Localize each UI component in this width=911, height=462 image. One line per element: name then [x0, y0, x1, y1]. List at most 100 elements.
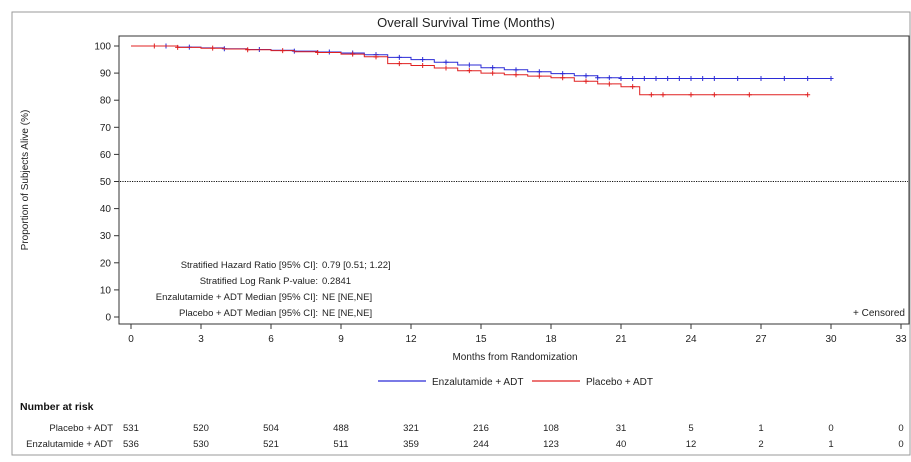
risk-table: Number at risk Placebo + ADT 531 520 504 488 3…: [20, 401, 904, 450]
x-tick-label: 18: [545, 334, 557, 345]
censored-mark: [758, 76, 764, 82]
risk-cell: 488: [333, 423, 349, 434]
x-tick-label: 6: [268, 334, 274, 345]
censored-mark: [583, 73, 589, 79]
annotation-block: Stratified Hazard Ratio [95% CI]: 0.79 [0…: [156, 260, 391, 319]
y-tick-label: 100: [94, 42, 111, 53]
risk-cell: 511: [333, 439, 348, 450]
y-tick-label: 20: [100, 258, 112, 269]
legend-label-1: Placebo + ADT: [586, 377, 653, 388]
censored-mark: [630, 76, 636, 82]
censored-mark: [595, 75, 601, 81]
stat-label: Enzalutamide + ADT Median [95% CI]:: [156, 292, 318, 303]
censored-mark: [606, 75, 612, 81]
x-tick-label: 27: [755, 334, 767, 345]
censored-mark: [513, 72, 519, 78]
censored-mark: [688, 92, 694, 98]
censored-mark: [443, 59, 449, 65]
censored-mark: [315, 50, 321, 56]
censored-mark: [805, 92, 811, 98]
risk-cell: 359: [403, 439, 419, 450]
censored-mark: [151, 43, 157, 49]
risk-cell: 521: [263, 439, 279, 450]
censored-mark: [396, 61, 402, 67]
y-tick-label: 50: [100, 177, 112, 188]
risk-cell: 216: [473, 423, 489, 434]
risk-cell: 40: [616, 439, 627, 450]
risk-cell: 0: [898, 439, 903, 450]
risk-cell: 108: [543, 423, 559, 434]
risk-cell: 504: [263, 423, 279, 434]
risk-cell: 2: [758, 439, 763, 450]
x-tick-label: 21: [615, 334, 627, 345]
risk-cell: 1: [828, 439, 833, 450]
risk-cell: 12: [686, 439, 697, 450]
censored-mark: [560, 75, 566, 81]
censored-legend: + Censored: [853, 308, 905, 319]
censored-mark: [665, 76, 671, 82]
censored-mark: [466, 62, 472, 68]
legend-label-0: Enzalutamide + ADT: [432, 377, 523, 388]
x-tick-label: 9: [338, 334, 344, 345]
y-tick-label: 40: [100, 204, 112, 215]
censored-mark: [443, 65, 449, 71]
censored-mark: [490, 65, 496, 71]
risk-cell: 244: [473, 439, 489, 450]
risk-cell: 531: [123, 423, 139, 434]
risk-cell: 530: [193, 439, 209, 450]
stat-label: Placebo + ADT Median [95% CI]:: [179, 308, 318, 319]
x-tick-label: 0: [128, 334, 134, 345]
censored-mark: [210, 45, 216, 51]
censored-mark: [513, 67, 519, 73]
censored-mark: [781, 76, 787, 82]
y-tick-label: 60: [100, 150, 112, 161]
censored-mark: [606, 81, 612, 87]
censored-mark: [245, 47, 251, 53]
x-tick-label: 24: [685, 334, 697, 345]
censored-mark: [641, 76, 647, 82]
risk-cell: 0: [898, 423, 903, 434]
censored-mark: [660, 92, 666, 98]
risk-cell: 536: [123, 439, 139, 450]
x-tick-label: 12: [405, 334, 417, 345]
stat-value: NE [NE,NE]: [322, 292, 372, 303]
censored-mark: [373, 54, 379, 60]
censored-mark: [746, 92, 752, 98]
censored-mark: [688, 76, 694, 82]
x-tick-label: 30: [825, 334, 837, 345]
censored-mark: [420, 57, 426, 63]
censored-mark: [618, 76, 624, 82]
censored-mark: [828, 76, 834, 82]
risk-cell: 123: [543, 439, 559, 450]
x-tick-label: 3: [198, 334, 204, 345]
stat-value: 0.2841: [322, 276, 351, 287]
censored-mark: [583, 78, 589, 84]
censored-mark: [420, 63, 426, 69]
censored-mark: [630, 84, 636, 90]
censored-mark: [653, 76, 659, 82]
risk-row-label: Enzalutamide + ADT: [26, 439, 113, 450]
stat-value: NE [NE,NE]: [322, 308, 372, 319]
censored-mark: [805, 76, 811, 82]
censored-mark: [711, 76, 717, 82]
plot-area-border: [118, 35, 910, 325]
censored-mark: [700, 76, 706, 82]
risk-cell: 0: [828, 423, 833, 434]
y-tick-label: 90: [100, 69, 112, 80]
stat-label: Stratified Log Rank P-value:: [200, 276, 318, 287]
risk-cell: 520: [193, 423, 209, 434]
legend: Enzalutamide + ADT Placebo + ADT: [378, 377, 653, 388]
plot-layer: 0 10 20 30 40 50 60 70 80 90 100 0 3 6 9 12 15 18 21 24 27 30…: [94, 35, 910, 345]
censored-mark: [326, 49, 332, 55]
risk-row-label: Placebo + ADT: [49, 423, 113, 434]
y-tick-label: 80: [100, 96, 112, 107]
censored-mark: [466, 68, 472, 74]
x-tick-label: 15: [475, 334, 487, 345]
censored-mark: [175, 44, 181, 50]
y-tick-label: 30: [100, 231, 112, 242]
risk-table-title: Number at risk: [20, 401, 94, 413]
stat-label: Stratified Hazard Ratio [95% CI]:: [181, 260, 318, 271]
y-tick-label: 70: [100, 123, 112, 134]
